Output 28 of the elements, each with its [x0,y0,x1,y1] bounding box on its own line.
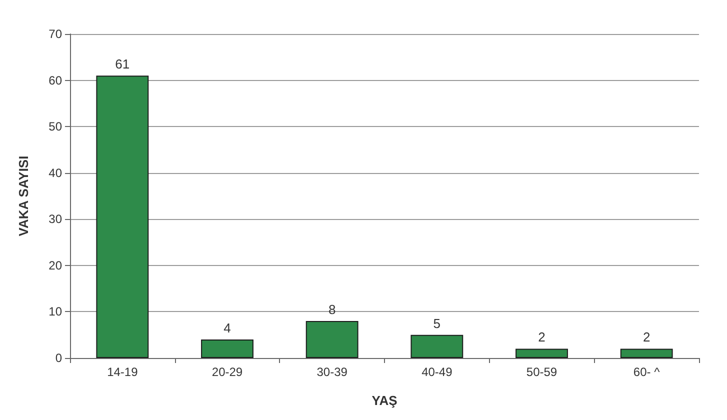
data-label: 5 [433,316,441,331]
y-tick-label: 50 [48,120,62,134]
x-tick-label: 40-49 [422,365,453,379]
x-tick-label: 20-29 [212,365,243,379]
y-tick-label: 20 [48,258,62,272]
y-tick-label: 70 [48,27,62,41]
data-label: 2 [538,330,546,345]
bar [516,348,568,358]
bar [620,348,673,358]
x-axis-title: YAŞ [372,393,398,408]
data-label: 2 [642,330,650,345]
bar [410,334,464,358]
bar [96,76,149,358]
data-label: 61 [115,56,130,72]
bar [306,320,358,358]
y-axis-title: VAKA SAYISI [16,156,31,236]
x-tick-label: 60- ^ [633,365,660,379]
y-tick-label: 0 [55,351,62,365]
bar [201,339,254,358]
y-tick-label: 40 [48,166,62,180]
y-tick-label: 10 [48,304,62,319]
y-tick-label: 60 [48,73,62,88]
data-label: 4 [224,320,231,336]
x-tick-label: 30-39 [316,365,348,379]
x-tick-label: 14-19 [107,365,138,379]
data-label: 8 [328,302,336,317]
y-tick-label: 30 [48,212,62,226]
x-tick-label: 50-59 [526,365,558,379]
